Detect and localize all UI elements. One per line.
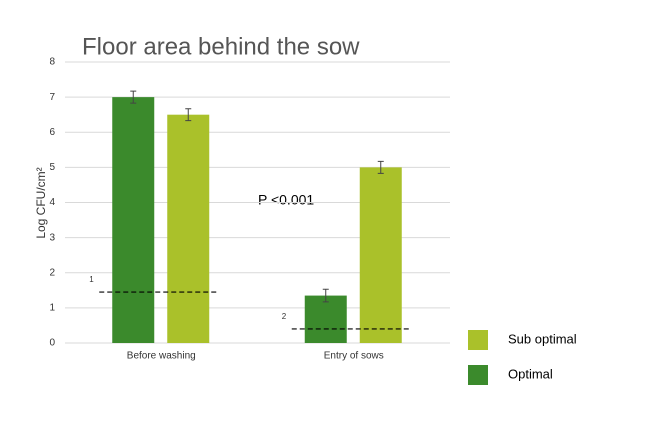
bar	[112, 97, 155, 343]
x-tick-label: Entry of sows	[324, 351, 384, 362]
legend-label: Optimal	[508, 366, 553, 381]
reference-label: 2	[282, 312, 287, 321]
error-bar	[322, 288, 329, 303]
y-tick-label: 7	[49, 92, 55, 103]
y-tick-label: 0	[49, 338, 55, 349]
y-tick-label: 3	[49, 232, 55, 243]
error-bar	[130, 90, 137, 104]
chart-title: Floor area behind the sow	[82, 33, 360, 60]
reference-label: 1	[89, 275, 94, 284]
bar	[359, 167, 402, 343]
bar	[304, 295, 347, 343]
y-tick-label: 6	[49, 127, 55, 138]
bar	[167, 114, 210, 343]
y-tick-label: 1	[49, 303, 55, 314]
annotation: P <0.001	[258, 192, 314, 208]
error-bar	[185, 108, 192, 122]
y-axis-label: Log CFU/cm²	[34, 167, 48, 238]
x-tick-label: Before washing	[127, 351, 196, 362]
legend-label: Sub optimal	[508, 331, 577, 346]
y-tick-label: 8	[49, 57, 55, 68]
legend-swatch	[468, 365, 488, 385]
legend-swatch	[468, 330, 488, 350]
y-tick-label: 4	[49, 197, 55, 208]
y-tick-label: 2	[49, 267, 55, 278]
y-tick-label: 5	[49, 162, 55, 173]
error-bar	[377, 160, 384, 174]
